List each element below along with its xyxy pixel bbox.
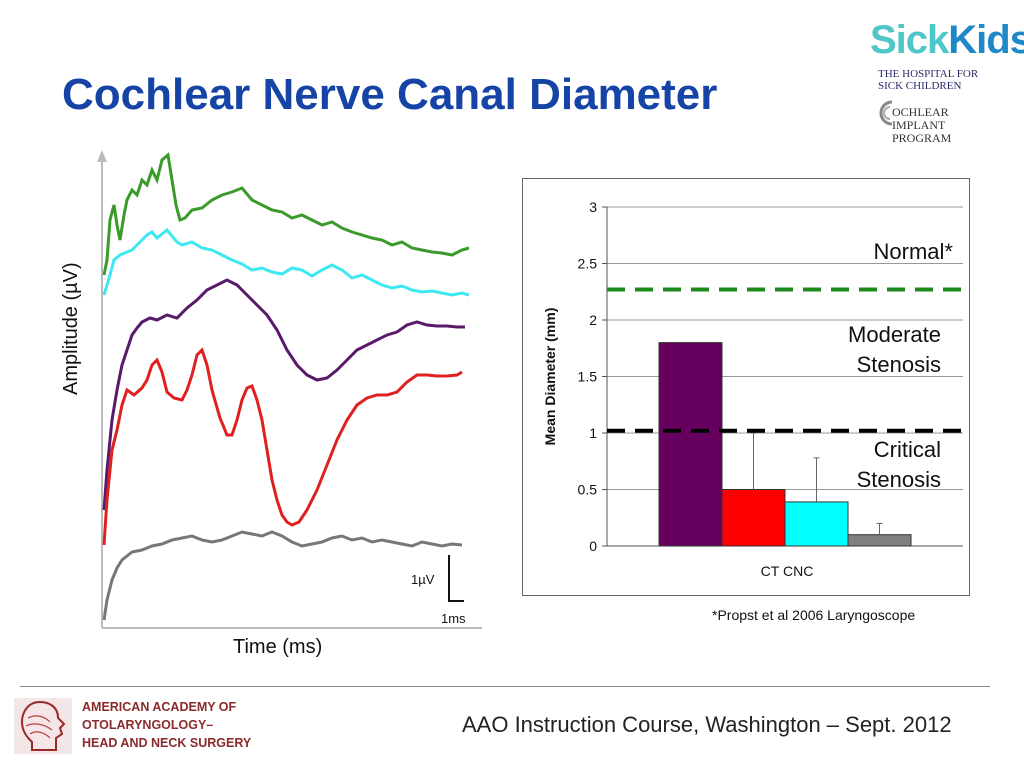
- logo-subtitle-1: THE HOSPITAL FOR: [878, 68, 979, 80]
- abr-y-axis-label: Amplitude (µV): [60, 262, 82, 395]
- slide-title: Cochlear Nerve Canal Diameter: [62, 70, 718, 119]
- bar-chart-svg: 0 0.5 1 1.5 2 2.5 3 Mean Diameter (mm) CT CNC Nor…: [542, 199, 969, 579]
- chart-annotation: Moderate: [848, 322, 941, 347]
- aao-logo: AMERICAN ACADEMY OF OTOLARYNGOLOGY– HEAD…: [14, 694, 269, 756]
- abr-wave-purple: [102, 278, 465, 511]
- y-tick-label: 3: [589, 199, 597, 215]
- logo-wordmark-kids: Kids: [948, 18, 1024, 62]
- abr-wave-green: [102, 152, 470, 276]
- abr-wave-gray: [102, 530, 463, 621]
- program-line-2: IMPLANT: [892, 118, 946, 132]
- y-tick-label: 1.5: [578, 369, 598, 385]
- sickkids-logo: SickKids THE HOSPITAL FOR SICK CHILDREN …: [868, 18, 1024, 146]
- chart-annotation: Critical: [874, 437, 941, 462]
- abr-x-axis-label: Time (ms): [233, 636, 323, 658]
- aao-line-3: HEAD AND NECK SURGERY: [82, 736, 252, 750]
- chart-annotation: Stenosis: [857, 352, 941, 377]
- program-line-3: PROGRAM: [892, 131, 952, 145]
- y-tick-label: 0: [589, 538, 597, 554]
- citation: *Propst et al 2006 Laryngoscope: [712, 607, 916, 623]
- aao-head-icon: [14, 698, 72, 754]
- y-tick-label: 2.5: [578, 256, 598, 272]
- abr-wave-red: [102, 347, 463, 546]
- bar: [784, 501, 849, 547]
- bar: [658, 342, 723, 547]
- y-axis-title: Mean Diameter (mm): [542, 308, 558, 446]
- program-line-1: OCHLEAR: [892, 105, 949, 119]
- bar: [847, 534, 912, 547]
- y-tick-label: 2: [589, 312, 597, 328]
- footer-course-text: AAO Instruction Course, Washington – Sep…: [462, 712, 952, 737]
- logo-wordmark-sick: Sick: [870, 18, 949, 62]
- bar-chart: 0 0.5 1 1.5 2 2.5 3 Mean Diameter (mm) CT CNC Nor…: [522, 178, 970, 596]
- time-scale-label: 1ms: [441, 611, 466, 626]
- abr-waveform-panel: [97, 150, 482, 629]
- abr-y-axis-arrow: [97, 150, 107, 162]
- cochlea-icon: [879, 100, 893, 126]
- x-category-label: CT CNC: [761, 563, 814, 579]
- y-tick-label: 1: [589, 425, 597, 441]
- aao-line-2: OTOLARYNGOLOGY–: [82, 718, 214, 732]
- amplitude-scale-label: 1µV: [411, 572, 435, 587]
- footer-divider: [20, 686, 990, 687]
- logo-subtitle-2: SICK CHILDREN: [878, 80, 962, 92]
- abr-wave-cyan: [102, 227, 470, 297]
- y-tick-label: 0.5: [578, 482, 598, 498]
- bar: [721, 489, 786, 547]
- aao-line-1: AMERICAN ACADEMY OF: [82, 700, 237, 714]
- chart-annotation: Stenosis: [857, 467, 941, 492]
- chart-annotation: Normal*: [874, 239, 954, 264]
